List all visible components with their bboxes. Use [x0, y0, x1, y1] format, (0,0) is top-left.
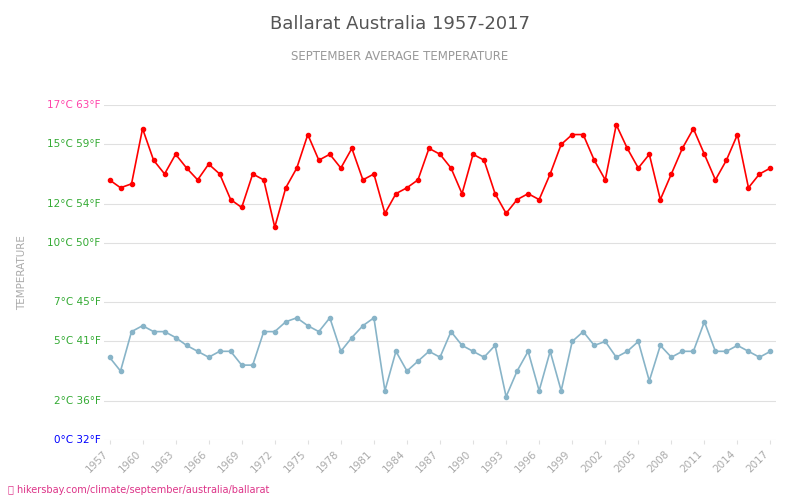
Text: 17°C 63°F: 17°C 63°F	[47, 100, 101, 110]
Text: Ballarat Australia 1957-2017: Ballarat Australia 1957-2017	[270, 15, 530, 33]
Text: 10°C 50°F: 10°C 50°F	[47, 238, 101, 248]
Text: 5°C 41°F: 5°C 41°F	[54, 336, 101, 346]
Text: 15°C 59°F: 15°C 59°F	[47, 140, 101, 149]
Text: 7°C 45°F: 7°C 45°F	[54, 297, 101, 307]
Text: SEPTEMBER AVERAGE TEMPERATURE: SEPTEMBER AVERAGE TEMPERATURE	[291, 50, 509, 63]
Text: 12°C 54°F: 12°C 54°F	[47, 198, 101, 208]
Y-axis label: TEMPERATURE: TEMPERATURE	[17, 235, 27, 310]
Text: 2°C 36°F: 2°C 36°F	[54, 396, 101, 406]
Text: ⭕ hikersbay.com/climate/september/australia/ballarat: ⭕ hikersbay.com/climate/september/austra…	[8, 485, 270, 495]
Text: 0°C 32°F: 0°C 32°F	[54, 435, 101, 445]
